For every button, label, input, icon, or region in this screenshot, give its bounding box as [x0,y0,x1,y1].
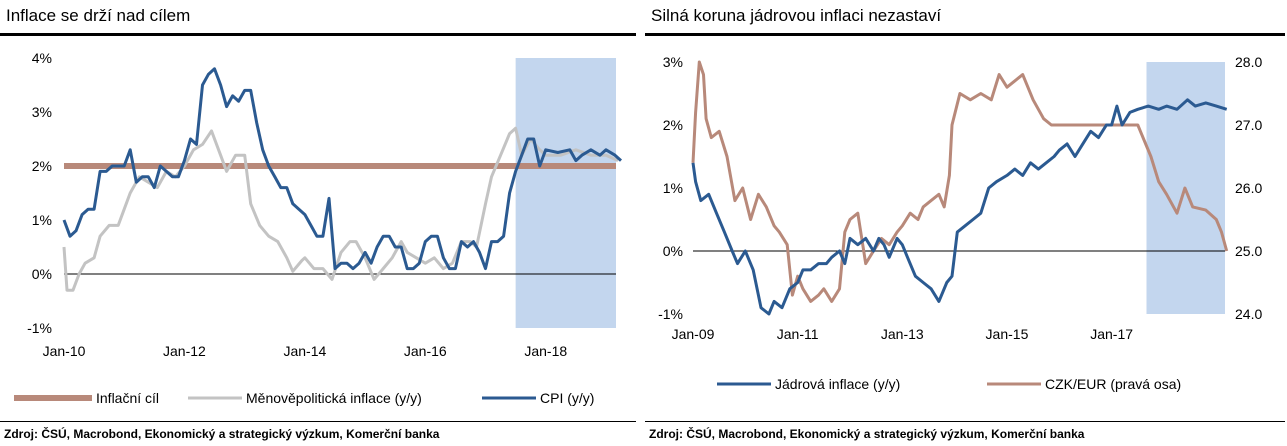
x-tick-label: Jan-12 [163,343,206,359]
x-tick-label: Jan-13 [881,326,924,342]
series-line-cpi [62,67,623,271]
source-note: Zdroj: ČSÚ, Macrobond, Ekonomický a stra… [4,427,440,441]
y-tick-label-left: 1% [663,180,683,196]
series-line-core-inflation [691,98,1228,316]
y-tick-label-right: 24.0 [1235,306,1262,322]
x-tick-label: Jan-17 [1090,326,1133,342]
x-tick-label: Jan-14 [283,343,326,359]
y-tick-label: 2% [32,158,52,174]
y-tick-label-right: 25.0 [1235,243,1262,259]
y-tick-label: -1% [27,320,52,336]
x-tick-label: Jan-15 [986,326,1029,342]
y-tick-label-left: 3% [663,54,683,70]
forecast-shading [515,58,616,328]
legend-label: Inflační cíl [96,390,159,406]
chart-title: Inflace se drží nad cílem [6,6,191,25]
x-tick-label: Jan-16 [404,343,447,359]
title-rule [0,33,636,36]
y-tick-label-left: 2% [663,117,683,133]
source-note: Zdroj: ČSÚ, Macrobond, Ekonomický a stra… [649,427,1085,441]
title-rule [645,33,1285,36]
source-rule [645,421,1285,422]
legend-label: CZK/EUR (pravá osa) [1045,376,1181,392]
y-tick-label-right: 27.0 [1235,117,1262,133]
y-tick-label-right: 26.0 [1235,180,1262,196]
y-tick-label: 0% [32,266,52,282]
chart-panel-core-inflation: Silná koruna jádrovou inflaci nezastaví … [645,0,1287,446]
x-tick-label: Jan-18 [524,343,567,359]
chart-inflation: 4% 3% 2% 1% 0% -1% Jan-10 Jan-12 Jan-14 Jan-16 Jan… [14,50,623,406]
chart-panel-inflation: Inflace se drží nad cílem 4% 3% 2% 1% 0% -1% J… [0,0,636,446]
x-tick-label: Jan-11 [777,326,819,342]
y-tick-label: 4% [32,50,52,66]
legend-label: CPI (y/y) [540,390,594,406]
x-tick-label: Jan-09 [672,326,715,342]
series-line-czk-eur [691,60,1229,303]
legend-label: Jádrová inflace (y/y) [775,376,900,392]
chart-title: Silná koruna jádrovou inflaci nezastaví [651,6,942,25]
source-rule [0,421,636,422]
chart-core-inflation: 3% 2% 1% 0% -1% 28.0 27.0 26.0 25.0 24.0 Jan-09 Jan… [658,54,1262,392]
y-tick-label-left: 0% [663,243,683,259]
y-tick-label-left: -1% [658,306,683,322]
y-tick-label-right: 28.0 [1235,54,1262,70]
y-tick-label: 1% [32,212,52,228]
y-tick-label: 3% [32,104,52,120]
x-tick-label: Jan-10 [43,343,86,359]
legend-label: Měnověpolitická inflace (y/y) [246,390,422,406]
